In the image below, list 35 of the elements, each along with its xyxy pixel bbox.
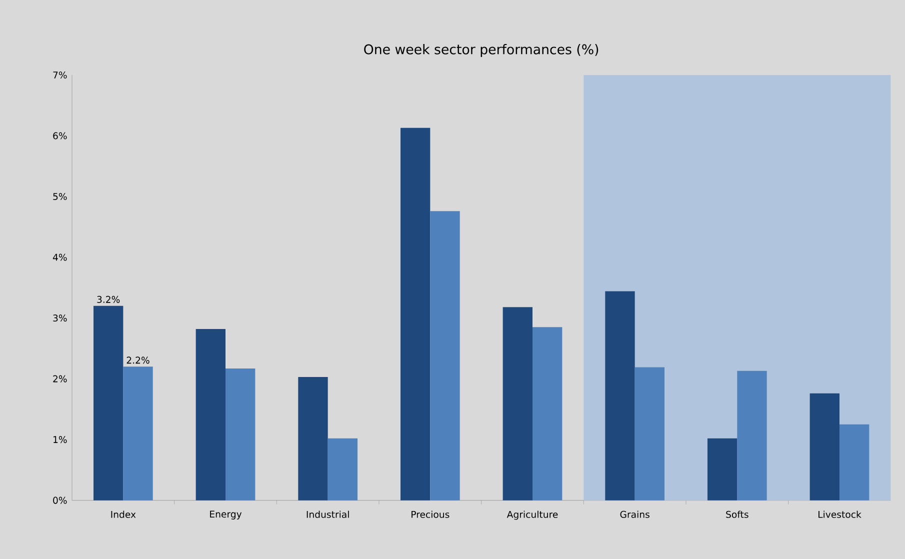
bar <box>532 327 562 500</box>
x-tick-label: Softs <box>726 510 748 518</box>
bar <box>123 366 153 500</box>
data-label: 3.2% <box>97 296 120 303</box>
bar <box>94 306 124 500</box>
bar <box>737 370 767 500</box>
y-tick-label: 4% <box>52 254 67 261</box>
y-tick-label: 2% <box>53 375 67 382</box>
y-tick-label: 3% <box>53 314 67 322</box>
y-tick-label: 7% <box>53 71 67 79</box>
bar <box>502 307 532 500</box>
x-tick-label: Energy <box>210 510 242 520</box>
data-label: 2.2% <box>126 356 150 364</box>
bar <box>400 128 430 500</box>
bar <box>634 367 665 500</box>
bar <box>707 438 738 500</box>
x-tick-label: Grains <box>620 510 650 518</box>
y-tick-label: 5% <box>53 192 67 200</box>
bar <box>196 328 226 500</box>
bar <box>839 424 870 500</box>
chart-title: One week sector performances (%) <box>364 44 598 57</box>
x-tick-label: Livestock <box>818 510 862 518</box>
bar <box>605 291 635 500</box>
y-tick-label: 0% <box>53 496 67 504</box>
bar <box>810 393 840 500</box>
bar <box>328 438 358 500</box>
x-tick-label: Industrial <box>306 510 349 518</box>
x-tick-label: Agriculture <box>506 510 558 520</box>
bar <box>226 368 256 500</box>
x-tick-label: Index <box>111 510 136 518</box>
y-tick-label: 1% <box>54 436 67 444</box>
bar <box>430 211 460 500</box>
bar <box>298 376 328 500</box>
x-tick-label: Precious <box>412 510 450 518</box>
y-tick-label: 6% <box>53 132 67 140</box>
